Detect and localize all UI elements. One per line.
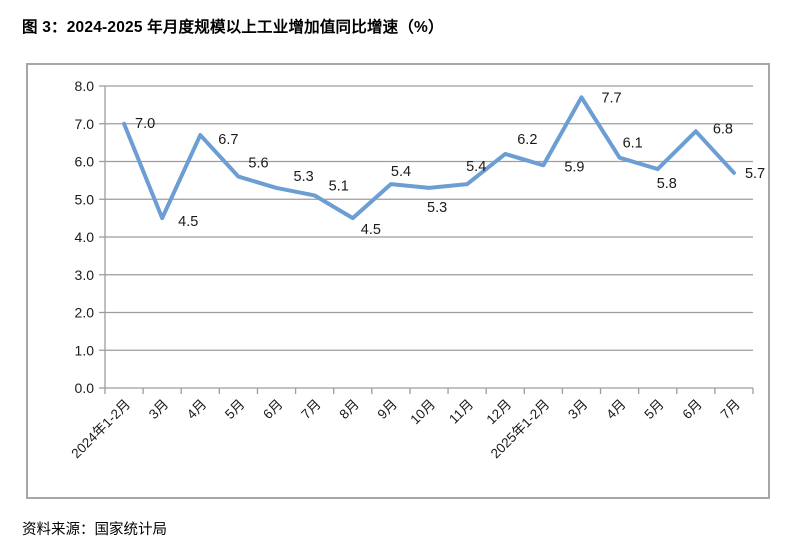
x-tick-label: 5月 <box>641 397 666 422</box>
x-tick-label: 2024年1-2月 <box>68 397 133 462</box>
x-tick-label: 3月 <box>565 397 590 422</box>
x-tick-label: 6月 <box>260 397 285 422</box>
x-tick-label: 8月 <box>336 397 361 422</box>
data-point-label: 5.3 <box>427 200 447 216</box>
y-tick-label: 2.0 <box>75 305 95 321</box>
x-tick-label: 3月 <box>146 397 171 422</box>
data-point-label: 5.7 <box>745 166 765 182</box>
data-point-label: 5.1 <box>329 178 349 194</box>
x-tick-label: 6月 <box>679 397 704 422</box>
y-tick-label: 7.0 <box>75 116 95 132</box>
data-point-label: 6.2 <box>517 132 537 148</box>
x-tick-label: 12月 <box>484 397 515 428</box>
data-point-label: 5.4 <box>466 159 486 175</box>
figure-title: 图 3：2024-2025 年月度规模以上工业增加值同比增速（%） <box>22 19 444 36</box>
x-tick-label: 7月 <box>718 397 743 422</box>
y-tick-label: 4.0 <box>75 229 95 245</box>
x-tick-label: 7月 <box>298 397 323 422</box>
x-tick-label: 5月 <box>222 397 247 422</box>
data-series-line <box>122 95 736 221</box>
data-labels: 7.0 4.5 6.7 5.6 5.3 5.1 4.5 5.4 5.3 5.4 6.2 5.9 7.7 6… <box>135 90 765 238</box>
y-tick-label: 0.0 <box>75 380 95 396</box>
data-point-label: 7.7 <box>601 90 621 106</box>
x-tick-label: 4月 <box>184 397 209 422</box>
data-point-label: 6.7 <box>218 132 238 148</box>
x-tick-label: 4月 <box>603 397 628 422</box>
y-tick-label: 6.0 <box>75 154 95 170</box>
y-tick-label: 5.0 <box>75 191 95 207</box>
line-chart: 0.0 1.0 2.0 3.0 4.0 5.0 6.0 7.0 8.0 2024年1-2月 3月 4月… <box>68 78 765 462</box>
data-point-label: 5.6 <box>248 156 268 172</box>
data-point-label: 7.0 <box>135 116 155 132</box>
data-point-label: 5.9 <box>564 159 584 175</box>
data-point-label: 4.5 <box>178 214 198 230</box>
data-point-label: 6.1 <box>623 136 643 152</box>
y-tick-label: 8.0 <box>75 78 95 94</box>
source-note: 资料来源：国家统计局 <box>22 522 167 538</box>
data-point-label: 5.3 <box>294 169 314 185</box>
y-tick-label: 1.0 <box>75 342 95 358</box>
chart-frame: 0.0 1.0 2.0 3.0 4.0 5.0 6.0 7.0 8.0 2024年1-2月 3月 4月… <box>26 63 770 499</box>
x-tick-label: 9月 <box>375 397 400 422</box>
data-point-label: 5.4 <box>391 164 411 180</box>
x-tick-label: 10月 <box>407 397 438 428</box>
gridlines <box>105 85 753 351</box>
data-point-label: 6.8 <box>713 121 733 137</box>
x-tick-label: 11月 <box>446 397 476 427</box>
data-point-label: 4.5 <box>361 222 381 238</box>
axes: 0.0 1.0 2.0 3.0 4.0 5.0 6.0 7.0 8.0 2024年1-2月 3月 4月… <box>68 78 754 462</box>
data-point-label: 5.8 <box>657 176 677 192</box>
y-tick-label: 3.0 <box>75 267 95 283</box>
